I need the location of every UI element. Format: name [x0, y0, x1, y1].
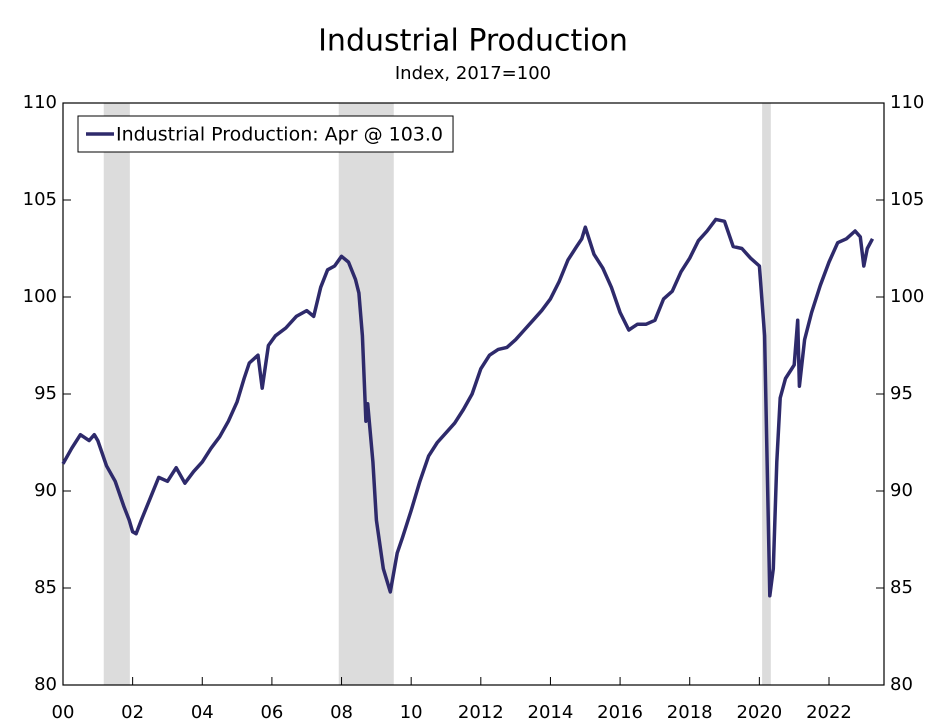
x-tick-label: 2022: [806, 702, 852, 723]
x-tick-label: 00: [52, 702, 75, 723]
x-tick-label: 02: [121, 702, 144, 723]
x-tick-label: 2012: [458, 702, 504, 723]
y-tick-label: 110: [23, 92, 57, 113]
x-tick-label: 06: [260, 702, 283, 723]
x-tick-label: 2014: [528, 702, 574, 723]
y2-tick-label: 110: [890, 92, 924, 113]
y2-tick-label: 85: [890, 577, 913, 598]
legend-label: Industrial Production: Apr @ 103.0: [116, 124, 443, 146]
y-tick-label: 105: [23, 189, 57, 210]
chart-subtitle: Index, 2017=100: [395, 63, 551, 84]
x-tick-label: 08: [330, 702, 353, 723]
x-tick-label: 2020: [736, 702, 782, 723]
x-tick-label: 10: [400, 702, 423, 723]
y2-tick-label: 105: [890, 189, 924, 210]
x-tick-label: 2016: [597, 702, 643, 723]
y-tick-label: 100: [23, 286, 57, 307]
y-tick-label: 95: [34, 383, 57, 404]
y2-tick-label: 95: [890, 383, 913, 404]
y2-tick-label: 90: [890, 480, 913, 501]
y2-tick-label: 100: [890, 286, 924, 307]
x-tick-label: 2018: [667, 702, 713, 723]
series-line: [61, 217, 875, 598]
y-tick-label: 80: [34, 674, 57, 695]
y-tick-label: 85: [34, 577, 57, 598]
x-tick-label: 04: [191, 702, 214, 723]
y2-tick-label: 80: [890, 674, 913, 695]
legend-box: [77, 115, 454, 153]
chart-title: Industrial Production: [318, 24, 628, 59]
y-tick-label: 90: [34, 480, 57, 501]
recession-band: [103, 103, 130, 685]
